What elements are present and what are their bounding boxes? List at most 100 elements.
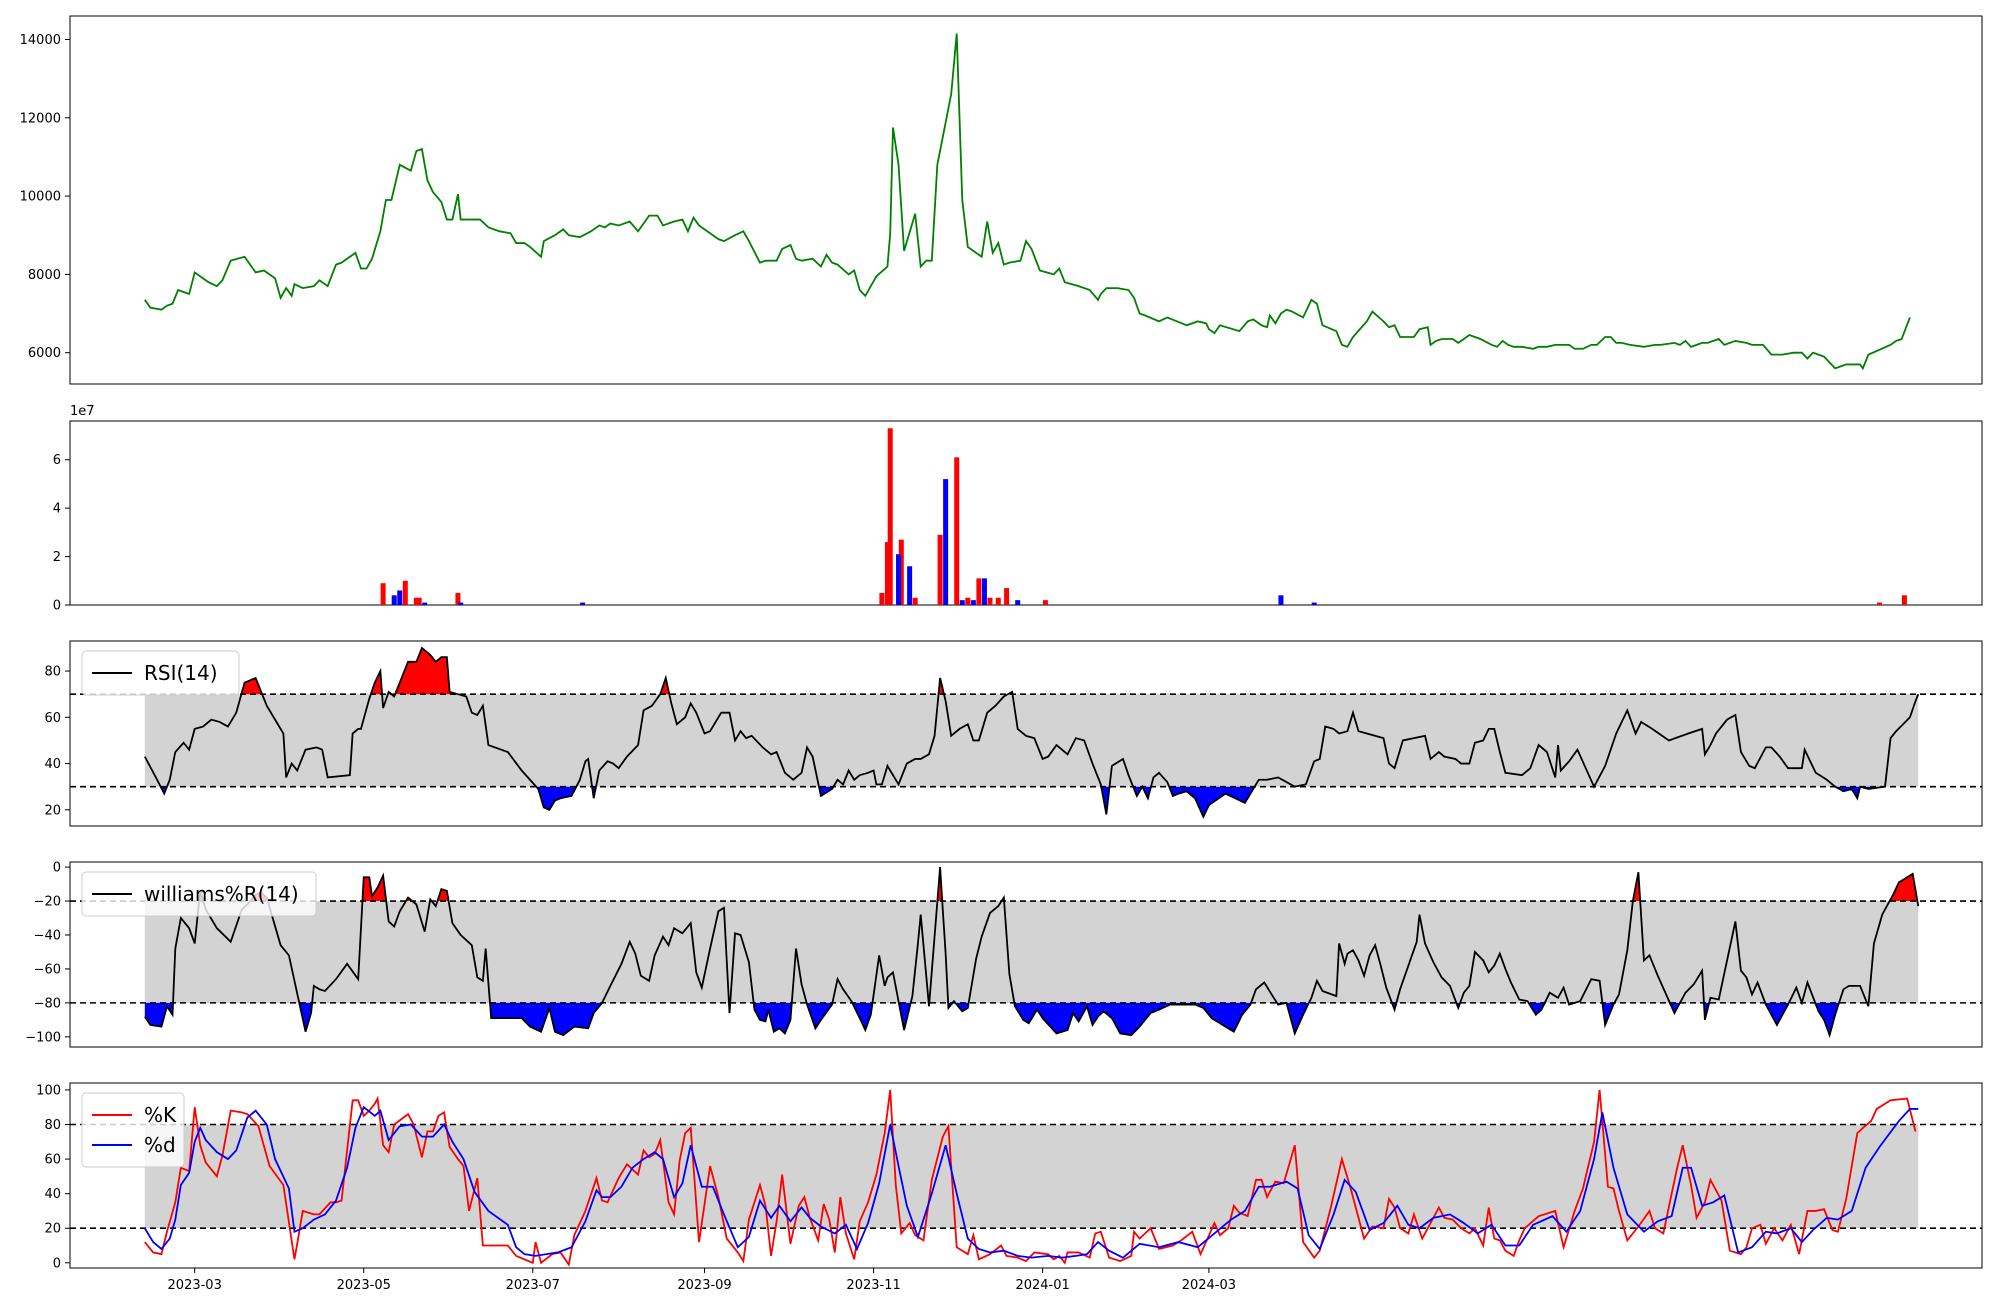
y-tick-label: 40 (44, 757, 61, 772)
y-tick-label: 6 (53, 453, 61, 468)
volume-bar (402, 580, 408, 605)
rsi-line (144, 646, 1920, 819)
y-tick-label: 6000 (28, 346, 61, 361)
volume-bar (907, 566, 913, 605)
neutral-band (144, 901, 1919, 1003)
williams-oversold-fill (898, 1002, 911, 1031)
williams-oversold-fill (1528, 1002, 1545, 1015)
stochastic-k-line (144, 1089, 1917, 1267)
rsi-overbought-fill (395, 647, 458, 695)
williams-oversold-fill (1815, 1002, 1840, 1036)
volume-bar (884, 542, 890, 605)
volume-bar (1901, 595, 1907, 605)
volume-bar (896, 554, 902, 605)
stochastic-d-line (144, 1105, 1919, 1259)
volume-bar (422, 602, 428, 605)
y-tick-label: 0 (53, 861, 61, 876)
volume-bar (455, 592, 461, 605)
volume-bar (397, 590, 403, 605)
y-tick-label: 12000 (20, 111, 61, 126)
y-tick-label: 2 (53, 550, 61, 565)
williams-oversold-fill (753, 1002, 792, 1034)
volume-bar (954, 457, 960, 605)
y-tick-label: 8000 (28, 268, 61, 283)
y-tick-label: 20 (44, 803, 61, 818)
volume-bar (1278, 595, 1284, 605)
williams-oversold-fill (1669, 1002, 1680, 1014)
y-tick-label: 80 (44, 1118, 61, 1133)
legend-label: %K (144, 1103, 177, 1127)
williams-overbought-fill (437, 889, 449, 902)
volume-bar (943, 479, 949, 605)
x-tick-label: 2023-05 (337, 1278, 391, 1293)
neutral-band (144, 1124, 1919, 1229)
rsi-frame (69, 640, 1983, 827)
y-tick-label: 4 (53, 502, 61, 517)
price-line (144, 33, 1911, 371)
y-tick-label: 0 (53, 599, 61, 614)
x-tick-label: 2024-03 (1182, 1278, 1236, 1293)
williams-oversold-fill (1765, 1002, 1789, 1025)
williams-line (144, 867, 1920, 1039)
volume-bar (970, 600, 976, 605)
y-tick-label: −20 (34, 895, 61, 910)
y-tick-label: 60 (44, 1153, 61, 1168)
stochastic-panel: 0 20 40 60 80 100 %K %d (36, 1082, 1983, 1271)
rsi-panel: 20 40 60 80 RSI(14) (44, 640, 1983, 827)
volume-bar (1015, 600, 1021, 605)
williams-panel: −100 −80 −60 −40 −20 0 williams%R(14) (25, 861, 1983, 1048)
williams-oversold-fill (806, 1002, 833, 1029)
rsi-oversold-fill (818, 786, 834, 796)
volume-bar (391, 595, 397, 605)
x-tick-label: 2023-09 (677, 1278, 731, 1293)
legend-label: %d (144, 1133, 176, 1157)
volume-bar (981, 578, 987, 605)
williams-oversold-fill (1014, 1002, 1252, 1036)
y-tick-label: 100 (36, 1083, 61, 1098)
legend-label: RSI(14) (144, 661, 218, 685)
volume-bar (887, 428, 893, 605)
stochastic-frame (69, 1082, 1983, 1269)
williams-frame (69, 861, 1983, 1048)
y-tick-label: 80 (44, 665, 61, 680)
volume-bar (413, 597, 419, 605)
williams-oversold-fill (1286, 1002, 1309, 1034)
volume-axis-offset: 1e7 (70, 404, 95, 419)
volume-bar (1042, 600, 1048, 605)
volume-bar (976, 578, 982, 605)
x-tick-label: 2023-03 (168, 1278, 222, 1293)
stochastic-legend (81, 1092, 185, 1168)
volume-bar (995, 597, 1001, 605)
x-tick-label: 2024-01 (1015, 1278, 1069, 1293)
volume-panel: 0 2 4 6 1e7 (53, 404, 1983, 614)
y-tick-label: 10000 (20, 190, 61, 205)
volume-bar (380, 583, 386, 605)
volume-bar (1004, 588, 1010, 605)
y-tick-label: 20 (44, 1222, 61, 1237)
y-tick-label: −60 (34, 962, 61, 977)
williams-oversold-fill (489, 1002, 603, 1036)
volume-bar (879, 592, 885, 605)
williams-legend (81, 871, 317, 917)
price-frame (69, 15, 1983, 385)
volume-bar (987, 597, 993, 605)
williams-overbought-fill (1889, 873, 1918, 902)
volume-bar (1311, 602, 1317, 605)
neutral-band (144, 694, 1919, 787)
y-tick-label: −100 (25, 1030, 61, 1045)
x-axis: 2023-03 2023-05 2023-07 2023-09 2023-11 2024-… (168, 1268, 1236, 1293)
y-tick-label: 40 (44, 1187, 61, 1202)
x-tick-label: 2023-11 (846, 1278, 900, 1293)
williams-oversold-fill (299, 1002, 313, 1032)
y-tick-label: 14000 (20, 33, 61, 48)
y-tick-label: −40 (34, 928, 61, 943)
volume-frame (69, 420, 1983, 606)
volume-bar (580, 602, 586, 605)
rsi-legend (81, 650, 240, 696)
rsi-oversold-fill (536, 786, 577, 810)
volume-bar (898, 539, 904, 605)
volume-bar (965, 597, 971, 605)
volume-bar (1876, 602, 1882, 605)
volume-bar (416, 597, 422, 605)
